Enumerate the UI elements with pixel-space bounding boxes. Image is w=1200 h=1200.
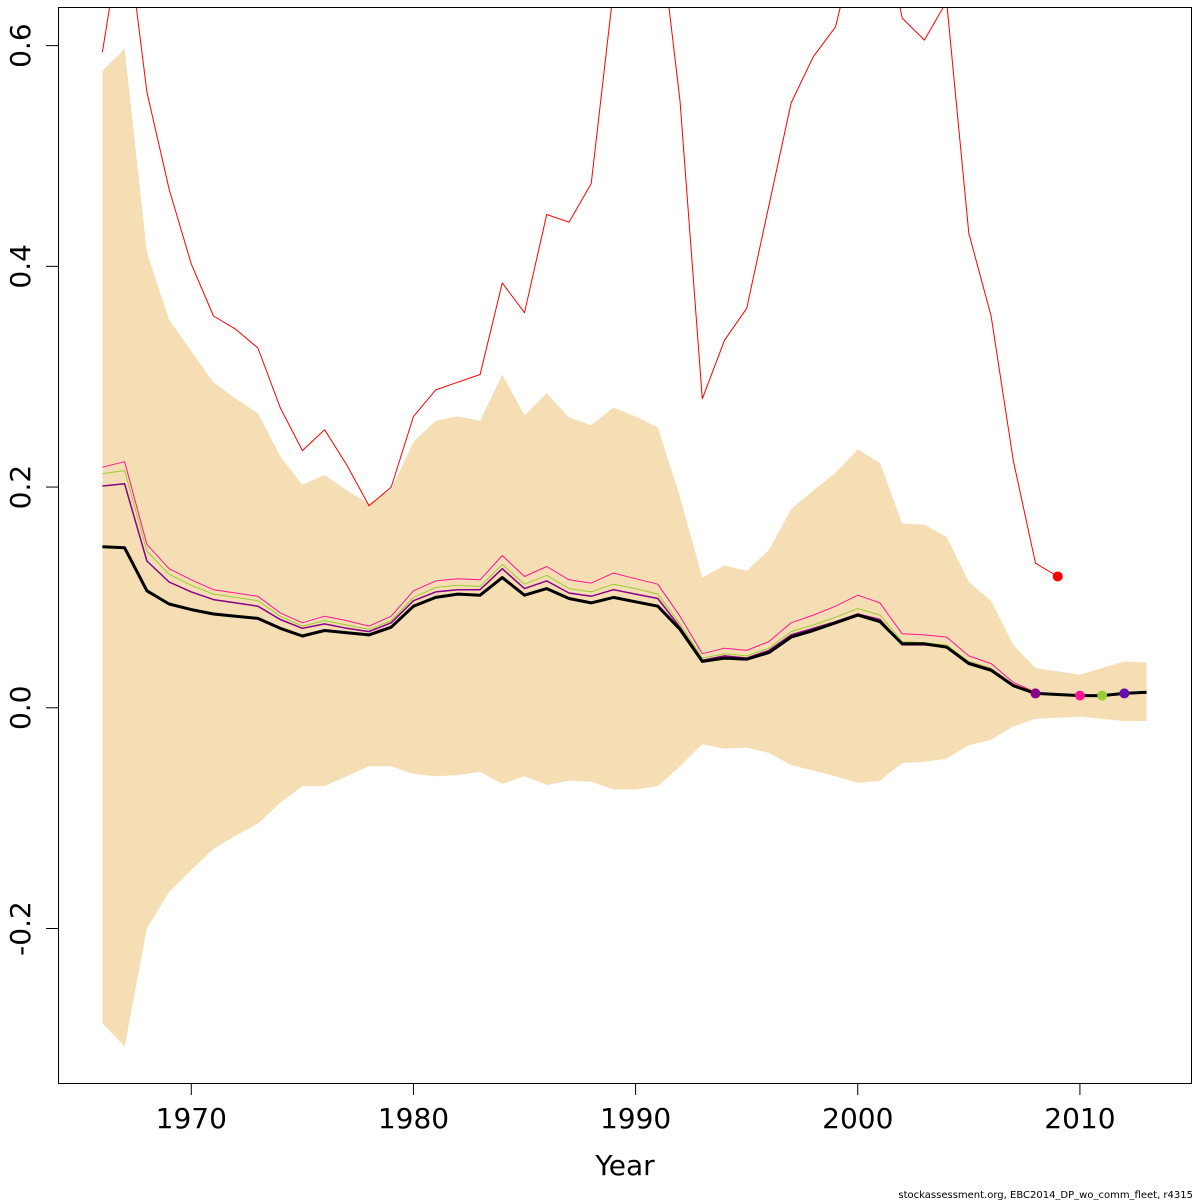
y-tick-label: 0.0 (4, 686, 37, 731)
series-end-point-1 (1052, 571, 1063, 582)
series-line-2 (102, 461, 1080, 697)
y-tick-label: -0.2 (4, 901, 37, 956)
x-tick-label: 2000 (822, 1102, 893, 1135)
x-tick-label: 1980 (378, 1102, 449, 1135)
x-axis: 1970 1980 1990 2000 2010 (156, 1083, 1116, 1135)
y-tick-label: 0.4 (4, 244, 37, 289)
y-tick-label: 0.2 (4, 465, 37, 510)
series-end-point-4 (1030, 688, 1041, 699)
confidence-band-layer (102, 48, 1147, 1047)
x-tick-label: 1990 (600, 1102, 671, 1135)
series-end-point-2 (1074, 690, 1085, 701)
series-line-4 (102, 483, 1036, 695)
y-axis: -0.2 0.0 0.2 0.4 0.6 (4, 23, 58, 956)
series-end-point-3 (1097, 690, 1108, 701)
x-tick-label: 1970 (156, 1102, 227, 1135)
x-axis-title: Year (594, 1149, 655, 1182)
series-line-3 (102, 470, 1103, 697)
series-line-1 (101, 7, 1058, 577)
x-tick-label: 2010 (1044, 1102, 1115, 1135)
plot-frame (58, 7, 1192, 1084)
series-layer (101, 7, 1147, 698)
data-point-1 (1119, 688, 1130, 699)
y-tick-label: 0.6 (4, 23, 37, 68)
confidence-band (102, 48, 1147, 1047)
points-layer (1030, 571, 1130, 701)
credit-text: stockassessment.org, EBC2014_DP_wo_comm_… (898, 1190, 1193, 1200)
series-line-5 (102, 545, 1147, 698)
